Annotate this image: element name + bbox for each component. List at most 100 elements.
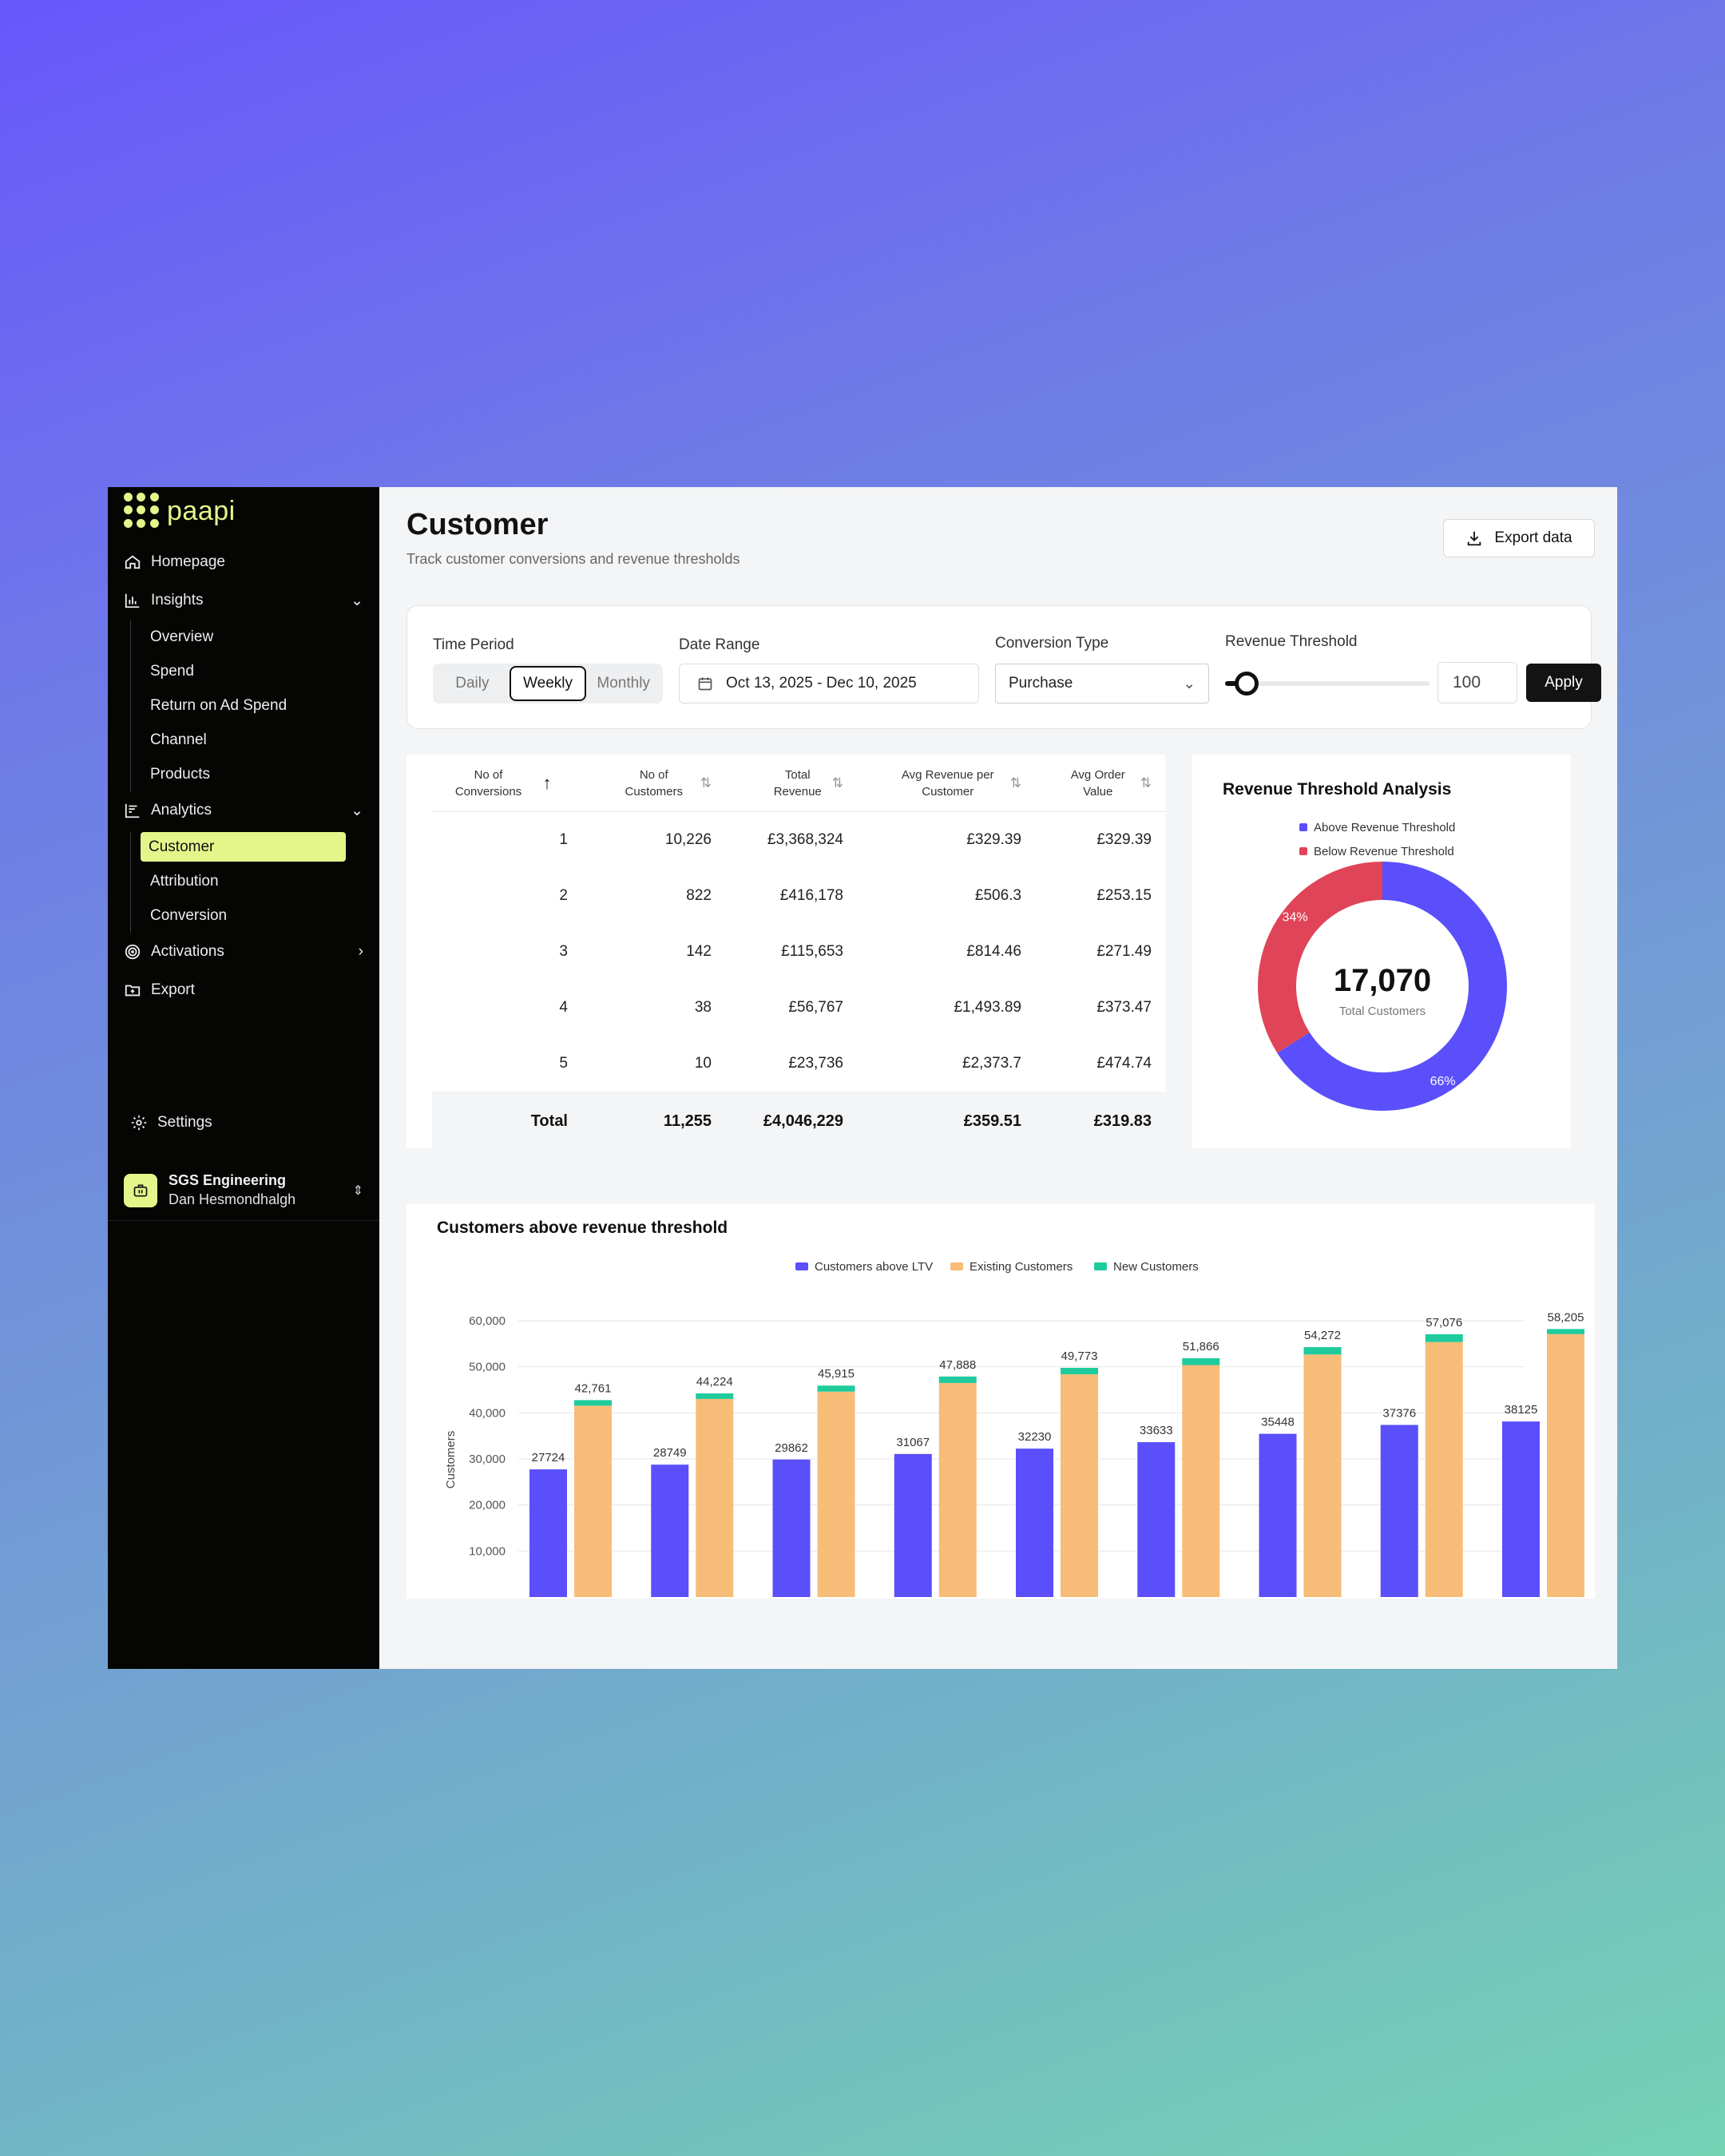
cell: £115,653 [781,943,843,960]
bar-ltv[interactable] [651,1464,689,1597]
cell: £319.83 [1093,1112,1152,1130]
bar-existing[interactable] [1547,1334,1584,1597]
bar-existing[interactable] [938,1382,977,1597]
cell: £359.51 [963,1112,1021,1130]
sidebar-item-attribution[interactable]: Attribution [150,872,219,890]
cell: £329.39 [1096,831,1152,848]
donut-slice-above[interactable] [1277,862,1507,1111]
col-header-conversions[interactable]: No of Conversions ↑ [432,755,568,812]
donut-legend: Above Revenue Threshold Below Revenue Th… [1299,815,1455,863]
bar-stack-label: 51,866 [1183,1340,1219,1353]
legend-item-below[interactable]: Below Revenue Threshold [1299,839,1455,863]
donut-chart: 17,070 Total Customers 66% 34% [1258,862,1507,1111]
sidebar: paapi Homepage Insights ⌄ Overview Spend… [108,487,379,1669]
bar-ltv[interactable] [894,1453,932,1597]
bar-new[interactable] [1425,1334,1463,1342]
main-content: Customer Track customer conversions and … [379,487,1617,1669]
bar-new[interactable] [1061,1367,1098,1375]
sidebar-item-overview[interactable]: Overview [150,628,214,645]
bar-ltv[interactable] [1137,1442,1176,1597]
sidebar-item-spend[interactable]: Spend [150,662,194,680]
bar-new[interactable] [1547,1329,1584,1334]
bar-new[interactable] [817,1385,855,1392]
download-icon [1468,531,1481,546]
conversion-type-value: Purchase [1009,675,1073,692]
org-name: SGS Engineering [169,1172,287,1188]
sidebar-item-settings[interactable]: Settings [130,1114,212,1132]
date-range-picker[interactable]: Oct 13, 2025 - Dec 10, 2025 [679,664,979,703]
legend-label-2[interactable]: Existing Customers [970,1260,1073,1274]
bar-existing[interactable] [1061,1374,1098,1597]
bar-ltv-label: 32230 [1018,1430,1052,1444]
col-header-total-revenue[interactable]: Total Revenue ⇅ [712,755,843,812]
time-option-weekly[interactable]: Weekly [509,666,587,701]
revenue-threshold-input[interactable]: 100 [1438,662,1517,703]
time-option-daily[interactable]: Daily [455,675,490,692]
sidebar-item-channel[interactable]: Channel [150,731,207,748]
sidebar-item-activations[interactable]: Activations › [108,933,379,971]
filters-panel: Time Period Daily Weekly Monthly Date Ra… [406,605,1601,729]
table-row: 4 38 £56,767 £1,493.89 £373.47 [432,980,1165,1036]
bar-ltv[interactable] [1502,1421,1540,1597]
slider-thumb[interactable] [1235,672,1259,696]
bar-existing[interactable] [1425,1342,1463,1597]
apply-button[interactable]: Apply [1526,664,1601,702]
calendar-icon [698,677,712,691]
col-header-avg-order[interactable]: Avg Order Value ⇅ [1021,755,1152,812]
sidebar-item-analytics[interactable]: Analytics ⌄ [108,791,379,830]
bar-ltv[interactable] [1259,1433,1297,1597]
bar-chart-icon [125,593,140,608]
bar-ltv[interactable] [772,1459,811,1597]
legend-label-1[interactable]: Customers above LTV [815,1260,933,1274]
bar-new[interactable] [938,1376,977,1383]
bar-stack-label: 44,224 [696,1375,733,1389]
bar-new[interactable] [1182,1357,1220,1365]
table-row: 5 10 £23,736 £2,373.7 £474.74 [432,1036,1165,1092]
donut-slice-below[interactable] [1258,862,1382,1053]
sidebar-item-customer[interactable]: Customer [141,832,346,862]
sidebar-item-conversion[interactable]: Conversion [150,906,228,924]
bar-new[interactable] [1303,1347,1342,1355]
cell: 2 [559,887,568,904]
target-icon [125,944,141,960]
bar-new[interactable] [574,1400,612,1406]
sidebar-item-products[interactable]: Products [150,765,210,783]
bar-existing[interactable] [817,1391,855,1597]
cell: Total [530,1112,568,1130]
bar-existing[interactable] [1303,1354,1342,1597]
sidebar-item-export[interactable]: Export [108,971,379,1009]
sort-icon: ⇅ [1009,775,1021,791]
cell: 1 [559,831,568,848]
sidebar-item-label: Export [151,981,195,998]
bar-new[interactable] [696,1393,734,1399]
bar-ltv-label: 31067 [896,1436,930,1449]
chevron-updown-icon: ⇕ [352,1183,363,1198]
sidebar-item-insights[interactable]: Insights ⌄ [108,581,379,620]
bar-ltv[interactable] [1380,1425,1418,1597]
bar-ltv-label: 35448 [1261,1416,1295,1429]
bar-existing[interactable] [1182,1365,1220,1597]
cell: £56,767 [788,999,843,1016]
sidebar-item-roas[interactable]: Return on Ad Spend [150,696,288,714]
col-header-customers[interactable]: No of Customers ⇅ [568,755,712,812]
conversion-type-select[interactable]: Purchase ⌄ [995,664,1209,703]
col-header-avg-revenue[interactable]: Avg Revenue per Customer ⇅ [843,755,1021,812]
bar-existing[interactable] [574,1405,612,1597]
sidebar-item-homepage[interactable]: Homepage [108,543,379,581]
legend-item-above[interactable]: Above Revenue Threshold [1299,815,1455,839]
sort-icon: ⇅ [1140,775,1152,791]
col-header-label: Total Revenue [773,767,822,799]
export-data-button[interactable]: Export data [1443,519,1595,557]
bar-ltv[interactable] [1016,1449,1053,1597]
time-option-monthly[interactable]: Monthly [597,675,650,692]
cell: 142 [686,943,712,960]
legend-label-3[interactable]: New Customers [1113,1260,1199,1274]
revenue-threshold-slider[interactable] [1225,672,1430,696]
logo[interactable]: paapi [108,487,379,535]
org-switcher[interactable]: SGS Engineering Dan Hesmondhalgh ⇕ [124,1172,363,1208]
bar-ltv[interactable] [529,1469,567,1597]
col-header-label: Avg Revenue per Customer [901,767,994,799]
cell: £1,493.89 [954,999,1021,1016]
bar-existing[interactable] [696,1398,734,1597]
y-tick-label: 10,000 [469,1544,506,1558]
